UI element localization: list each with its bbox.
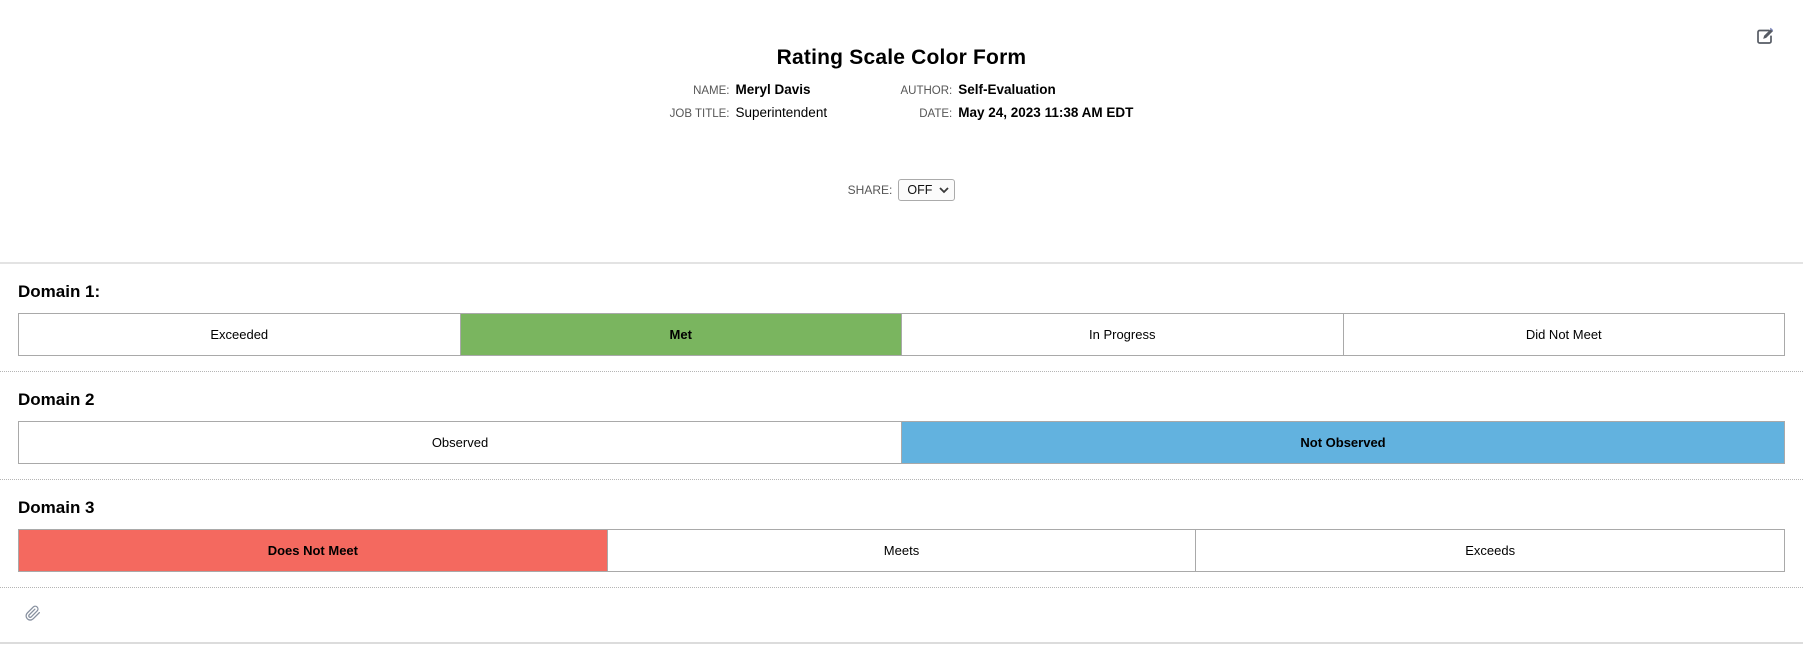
- info-row-2: JOB TITLE: Superintendent DATE: May 24, …: [670, 101, 1134, 124]
- rating-option[interactable]: Exceeds: [1196, 529, 1786, 572]
- rating-option[interactable]: Meets: [607, 529, 1197, 572]
- domain-label: Domain 1:: [18, 282, 101, 301]
- name-value: Meryl Davis: [735, 82, 811, 97]
- date-label: DATE:: [919, 108, 953, 120]
- date-value: May 24, 2023 11:38 AM EDT: [958, 105, 1134, 120]
- job-title-label: JOB TITLE:: [669, 108, 730, 120]
- rating-scale-row: Exceeded Met In Progress Did Not Meet: [18, 313, 1785, 356]
- domains: Domain 1: Exceeded Met In Progress Did Not M…: [0, 264, 1803, 588]
- name-label: NAME:: [693, 85, 730, 97]
- share-row: SHARE: OFF: [0, 179, 1803, 201]
- share-select-wrap: OFF: [898, 179, 956, 201]
- domain-label: Domain 2: [18, 390, 95, 409]
- rating-scale-row: Observed Not Observed: [18, 421, 1785, 464]
- author-value: Self-Evaluation: [958, 82, 1056, 97]
- rating-option[interactable]: Did Not Meet: [1343, 313, 1785, 356]
- share-select[interactable]: OFF: [898, 179, 956, 201]
- page-title: Rating Scale Color Form: [776, 46, 1027, 69]
- edit-icon[interactable]: [1755, 26, 1775, 46]
- rating-scale-row: Does Not Meet Meets Exceeds: [18, 529, 1786, 572]
- rating-option[interactable]: Observed: [18, 421, 902, 464]
- share-label: SHARE:: [847, 183, 893, 197]
- rating-option[interactable]: Not Observed: [902, 421, 1785, 464]
- form-info-table: NAME: Meryl Davis AUTHOR: Self-Evaluatio…: [670, 78, 1134, 124]
- domain-section: Domain 3 Does Not Meet Meets Exceeds: [0, 480, 1803, 588]
- domain-section: Domain 1: Exceeded Met In Progress Did Not M…: [0, 264, 1803, 372]
- edit-icon-glyph: [1757, 27, 1774, 44]
- job-title-value: Superintendent: [735, 105, 828, 120]
- domain-label: Domain 3: [18, 498, 95, 517]
- form-header: Rating Scale Color Form NAME: Meryl Davi…: [0, 0, 1803, 264]
- author-label: AUTHOR:: [900, 85, 953, 97]
- domain-section: Domain 2 Observed Not Observed: [0, 372, 1803, 480]
- rating-option[interactable]: Does Not Meet: [18, 529, 608, 572]
- rating-option[interactable]: In Progress: [902, 313, 1344, 356]
- info-row-1: NAME: Meryl Davis AUTHOR: Self-Evaluatio…: [670, 78, 1134, 101]
- paperclip-icon-glyph: [25, 605, 41, 621]
- paperclip-icon[interactable]: [24, 603, 42, 623]
- rating-option[interactable]: Met: [460, 313, 902, 356]
- rating-option[interactable]: Exceeded: [18, 313, 461, 356]
- attachments-bar: [0, 588, 1803, 644]
